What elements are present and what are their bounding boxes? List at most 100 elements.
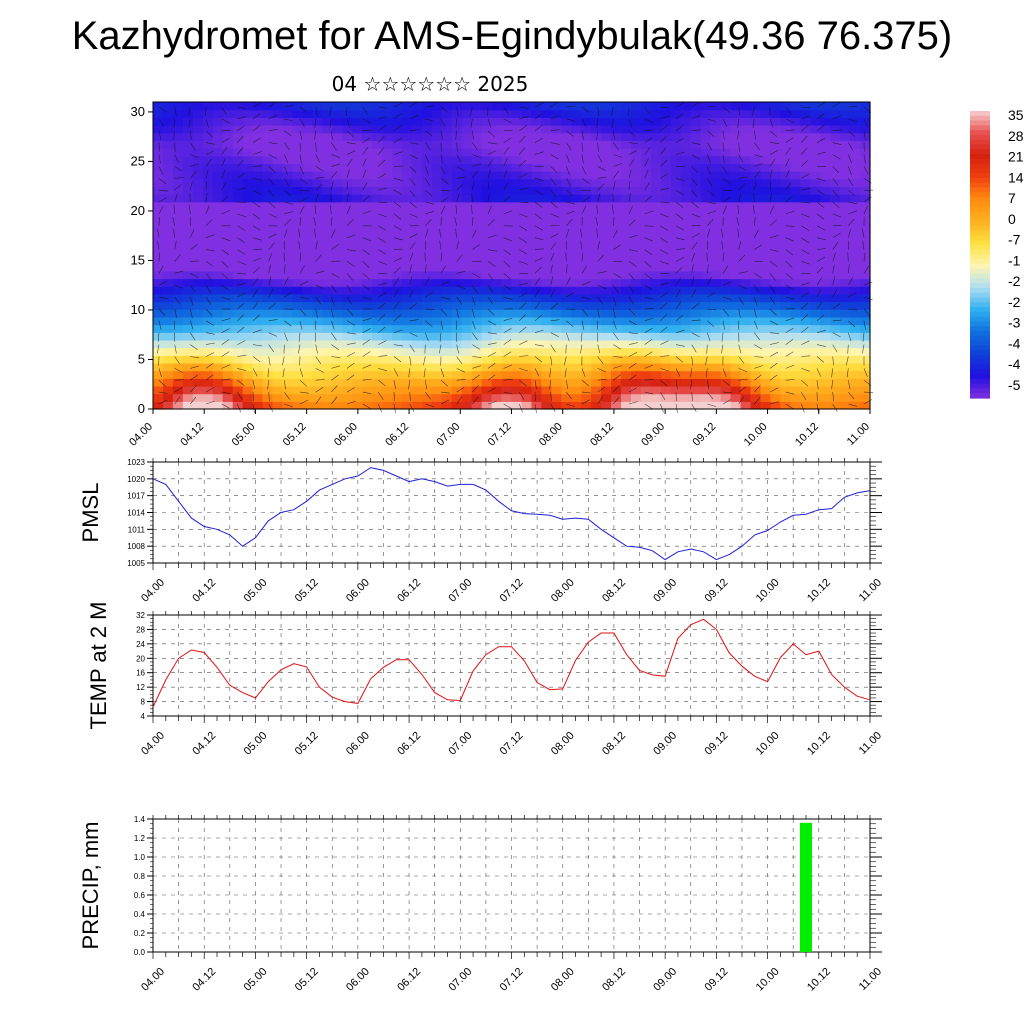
grid (152, 461, 871, 564)
y-tick-label: 1017 (127, 492, 145, 501)
y-tick-label: 1014 (127, 509, 145, 518)
x-tick-label: 10.00 (754, 730, 782, 758)
grid (152, 818, 871, 953)
chart-title: Kazhydromet for AMS-Egindybulak(49.36 76… (71, 14, 953, 58)
x-tick-label: 08.00 (549, 966, 577, 994)
y-tick-label: 1.4 (134, 815, 146, 824)
x-tick-label: 04.00 (139, 966, 167, 994)
x-tick-label: 05.12 (293, 966, 321, 994)
x-tick-label: 10.12 (793, 421, 821, 449)
colorbar-label: 21 (1008, 149, 1024, 165)
x-tick-label: 06.12 (395, 577, 423, 605)
x-tick-label: 05.00 (230, 421, 258, 449)
y-tick-label: 1.0 (134, 853, 146, 862)
x-tick-label: 09.12 (691, 421, 719, 449)
x-tick-label: 11.00 (857, 730, 884, 757)
x-tick-label: 06.00 (344, 730, 372, 758)
y-tick-label: 24 (136, 640, 145, 649)
x-tick-label: 06.12 (383, 421, 411, 449)
x-tick-label: 10.00 (742, 421, 770, 449)
x-tick-label: 08.12 (600, 577, 628, 605)
colorbar-label: -2 (1008, 273, 1021, 289)
x-tick-label: 07.12 (498, 966, 526, 994)
y-tick-label: 28 (136, 625, 145, 634)
y-tick-label: 1023 (127, 458, 145, 467)
colorbar-label: -4 (1008, 356, 1021, 372)
x-tick-label: 08.12 (588, 421, 616, 449)
y-tick-label: 5 (138, 351, 145, 366)
y-tick-label: 8 (141, 698, 146, 707)
x-tick-label: 04.00 (127, 421, 155, 449)
y-tick-label: 20 (136, 654, 145, 663)
plot-frame (152, 614, 871, 717)
y-tick-label: 15 (131, 252, 145, 267)
x-tick-label: 05.00 (242, 730, 270, 758)
colorbar: 35 28 21 14 7 0 -7 -1 -2 -2 -3 -4 -4 -5 (970, 107, 1024, 399)
x-tick-label: 05.00 (242, 966, 270, 994)
colorbar-label: -5 (1008, 377, 1021, 393)
x-tick-label: 11.00 (845, 421, 872, 448)
precip-panel: 0.0 0.2 0.4 0.6 0.8 1.0 1.2 1.4 04.00 04.12 05.00 0… (78, 815, 884, 994)
x-tick-label: 11.00 (857, 577, 884, 604)
y-tick-label: 1.2 (134, 834, 146, 843)
x-tick-label: 10.12 (805, 730, 833, 758)
y-tick-label: 1011 (128, 525, 146, 534)
y-tick-label: 1008 (127, 542, 145, 551)
y-axis-title: TEMP at 2 M (86, 602, 111, 730)
precip-bar (799, 822, 812, 952)
y-tick-label: 0.2 (134, 929, 146, 938)
y-tick-label: 0.4 (134, 910, 146, 919)
x-tick-label: 07.00 (446, 577, 474, 605)
x-tick-label: 04.00 (139, 577, 167, 605)
x-tick-label: 08.00 (549, 730, 577, 758)
colorbar-label: -3 (1008, 315, 1021, 331)
series-points (0, 467, 871, 560)
x-tick-label: 07.12 (498, 577, 526, 605)
x-tick-label: 08.00 (549, 577, 577, 605)
colorbar-label: -1 (1008, 252, 1021, 268)
colorbar-label: 14 (1008, 169, 1024, 185)
heatmap-cells (153, 102, 871, 410)
temp-panel: 4 8 12 16 20 24 28 32 04.00 04.12 05.00 05.12 06.00 0… (86, 602, 884, 758)
x-tick-label: 10.00 (754, 966, 782, 994)
x-tick-label: 07.12 (498, 730, 526, 758)
x-tick-label: 06.12 (395, 730, 423, 758)
plot-frame (152, 461, 871, 564)
colorbar-label: -7 (1008, 232, 1021, 248)
x-tick-label: 09.00 (639, 421, 667, 449)
x-tick-label: 10.12 (805, 966, 833, 994)
y-tick-label: 1020 (127, 475, 145, 484)
chart-subtitle: 04 ☆☆☆☆☆☆ 2025 (331, 72, 529, 96)
colorbar-label: 28 (1008, 128, 1024, 144)
y-tick-label: 12 (136, 683, 145, 692)
colorbar-label: -2 (1008, 294, 1021, 310)
wind-barbs (157, 101, 874, 413)
x-tick-label: 11.00 (857, 966, 884, 993)
pmsl-panel: 1005 1008 1011 1014 1017 1020 1023 04.00 04.12 05… (0, 458, 884, 605)
x-tick-label: 05.12 (293, 730, 321, 758)
y-tick-label: 10 (131, 302, 145, 317)
y-tick-label: 0.0 (134, 948, 146, 957)
y-tick-label: 4 (141, 712, 146, 721)
x-tick-label: 10.12 (805, 577, 833, 605)
y-tick-label: 16 (136, 669, 145, 678)
x-tick-label: 06.12 (395, 966, 423, 994)
x-tick-label: 05.12 (293, 577, 321, 605)
x-tick-label: 05.00 (242, 577, 270, 605)
colorbar-label: 0 (1008, 211, 1016, 227)
y-tick-label: 0 (138, 401, 145, 416)
x-tick-label: 09.00 (651, 730, 679, 758)
x-tick-label: 06.00 (332, 421, 360, 449)
x-tick-label: 06.00 (344, 966, 372, 994)
y-tick-label: 30 (131, 104, 145, 119)
x-tick-label: 06.00 (344, 577, 372, 605)
y-tick-label: 1005 (127, 559, 145, 568)
x-tick-label: 07.12 (486, 421, 514, 449)
grid (152, 614, 871, 717)
x-tick-label: 04.12 (190, 577, 218, 605)
heatmap-panel: 0 5 10 15 20 25 30 04.00 04.12 05.00 05.12 06.00 06.… (127, 101, 874, 449)
colorbar-label: 35 (1008, 107, 1024, 123)
x-tick-label: 07.00 (446, 730, 474, 758)
x-tick-label: 09.12 (703, 966, 731, 994)
